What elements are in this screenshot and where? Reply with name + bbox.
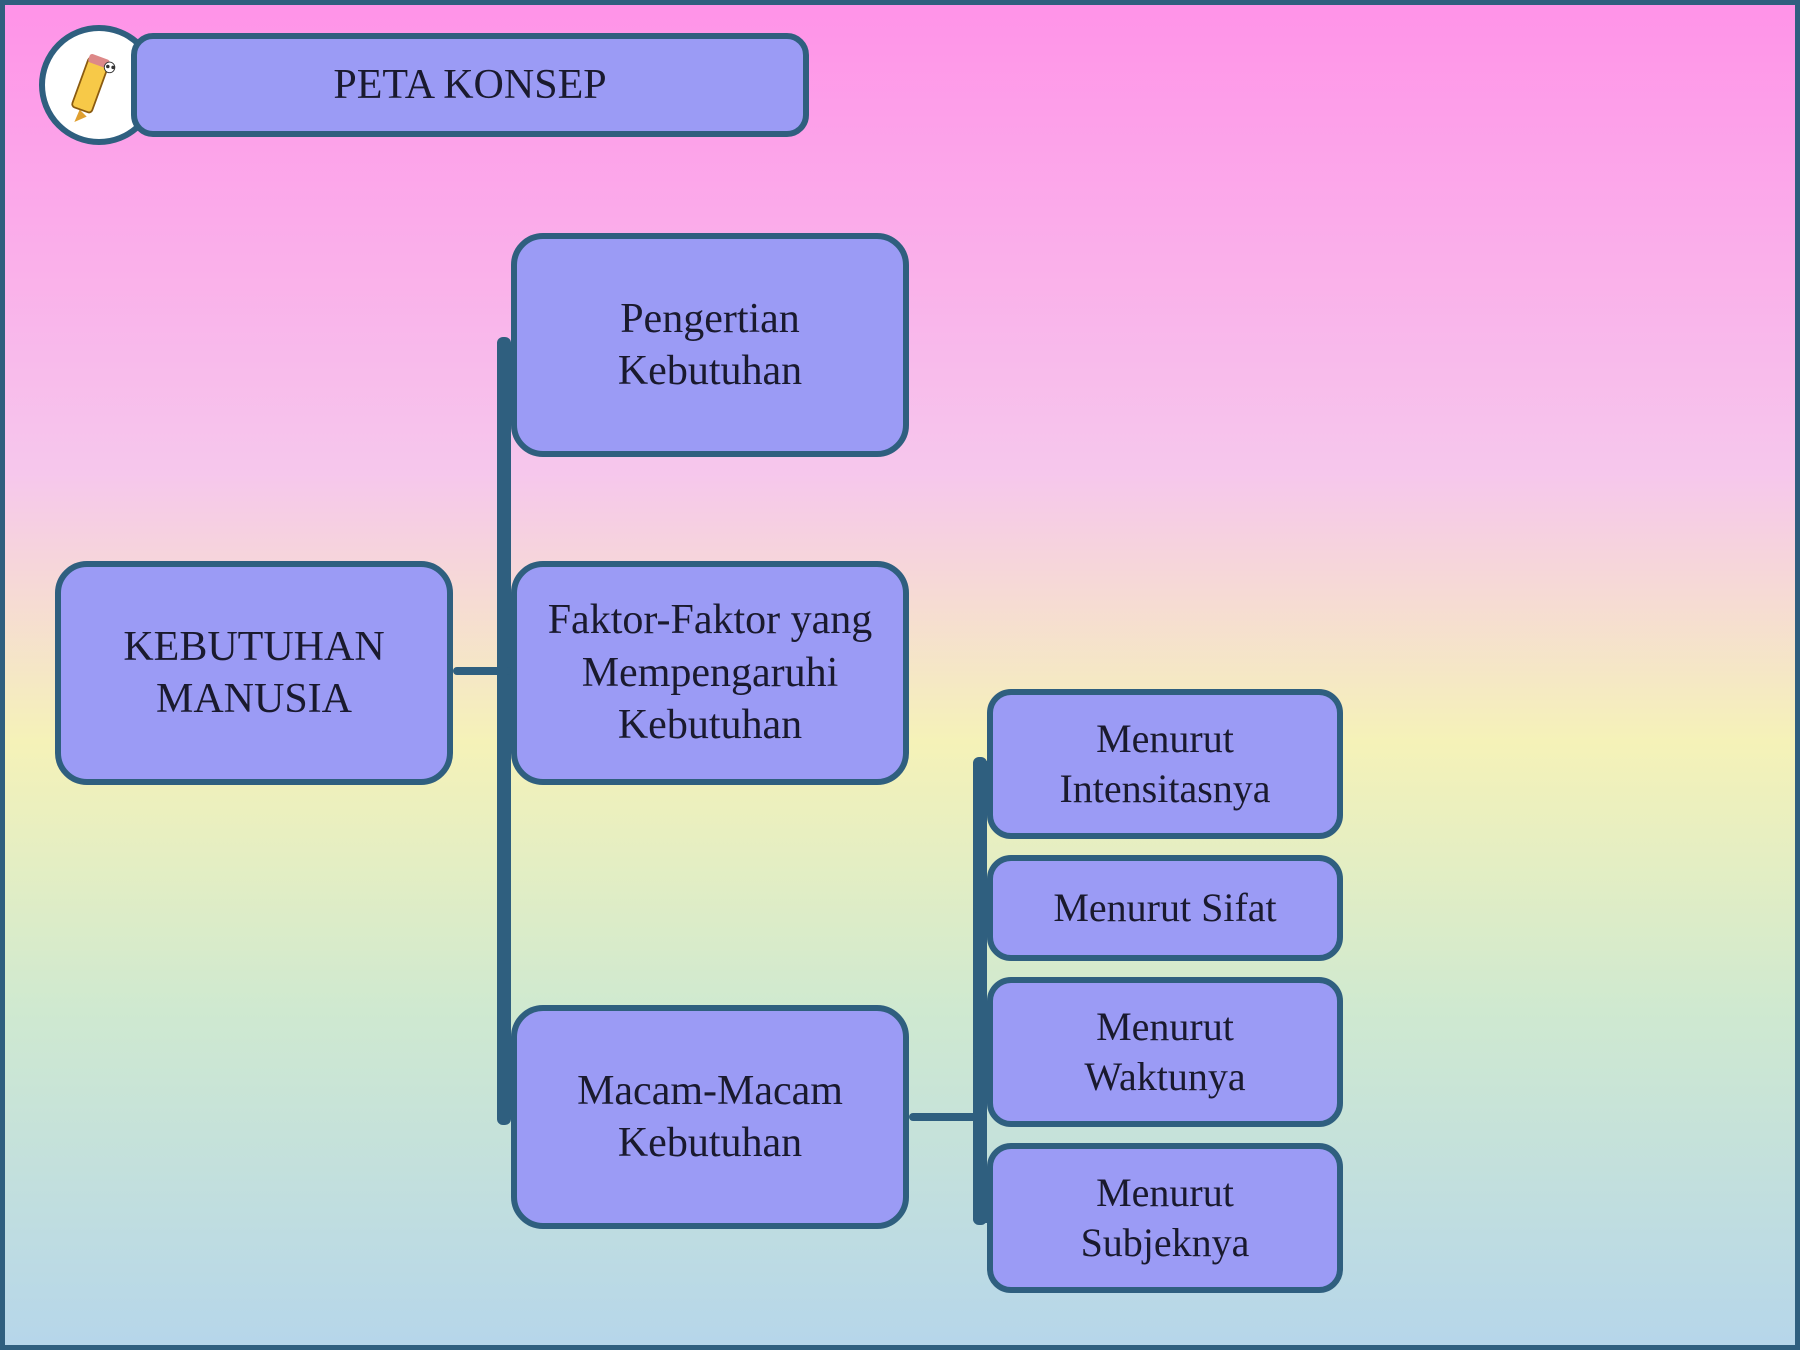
node-g2-label: Menurut Sifat [1053, 883, 1276, 933]
node-g4-label: Menurut Subjeknya [1011, 1168, 1319, 1268]
node-c3-label: Macam-Macam Kebutuhan [535, 1065, 885, 1170]
connector-macam-vertical [973, 757, 987, 1225]
node-c1-label: Pengertian Kebutuhan [535, 293, 885, 398]
node-intensitas: Menurut Intensitasnya [987, 689, 1343, 839]
header-title: PETA KONSEP [333, 59, 606, 112]
node-macam: Macam-Macam Kebutuhan [511, 1005, 909, 1229]
node-g1-label: Menurut Intensitasnya [1011, 714, 1319, 814]
node-root-label: KEBUTUHAN MANUSIA [79, 621, 429, 726]
node-root: KEBUTUHAN MANUSIA [55, 561, 453, 785]
node-sifat: Menurut Sifat [987, 855, 1343, 961]
node-waktu: Menurut Waktunya [987, 977, 1343, 1127]
node-c2-label: Faktor-Faktor yang Mempengaruhi Kebutuha… [535, 594, 885, 752]
pencil-icon-svg [55, 41, 143, 129]
node-pengertian: Pengertian Kebutuhan [511, 233, 909, 457]
diagram-canvas: PETA KONSEP KEBUTUHAN MANUSIA Pengertian… [0, 0, 1800, 1350]
node-g3-label: Menurut Waktunya [1011, 1002, 1319, 1102]
connector-macam-stub [909, 1113, 987, 1121]
header-title-box: PETA KONSEP [131, 33, 809, 137]
connector-root-stub [453, 667, 511, 675]
connector-root-vertical [497, 337, 511, 1125]
node-subjek: Menurut Subjeknya [987, 1143, 1343, 1293]
node-faktor: Faktor-Faktor yang Mempengaruhi Kebutuha… [511, 561, 909, 785]
